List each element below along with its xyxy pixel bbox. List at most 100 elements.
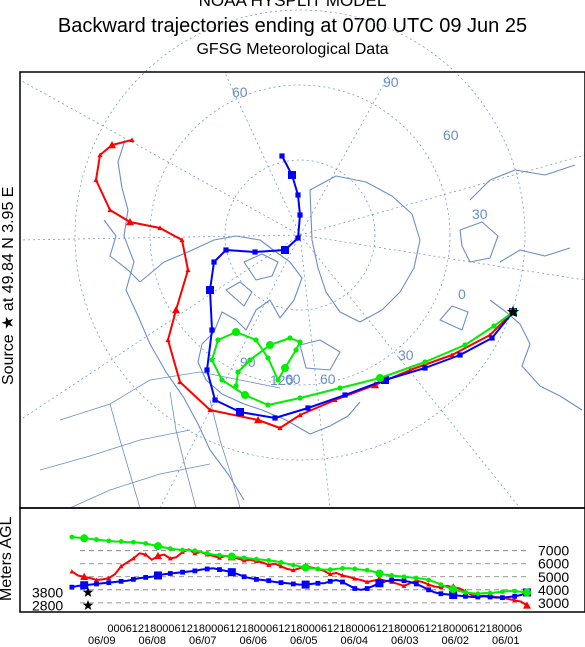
trajectory-point <box>305 405 311 411</box>
height-point <box>449 585 458 594</box>
height-point <box>69 584 75 590</box>
x-hour-label: 12 <box>473 623 485 635</box>
height-point <box>167 546 173 552</box>
height-point <box>315 580 321 586</box>
source-star-icon <box>506 305 520 318</box>
trajectory-point <box>253 337 259 343</box>
height-point <box>217 567 222 572</box>
trajectory-point <box>297 339 303 345</box>
start-height-label: 3800 <box>32 584 63 600</box>
height-point <box>290 581 296 587</box>
height-point <box>487 590 493 596</box>
height-point <box>413 581 419 587</box>
graticule-label: 60 <box>285 371 301 387</box>
x-hour-label: 12 <box>278 623 290 635</box>
trajectory-point <box>342 392 348 398</box>
graticule-label: 90 <box>383 74 399 90</box>
height-point <box>340 579 345 585</box>
x-date-label: 06/05 <box>290 635 318 647</box>
x-hour-label: 06 <box>461 623 473 635</box>
height-point <box>512 588 518 594</box>
height-point <box>301 580 310 589</box>
trajectory-point <box>207 407 213 413</box>
height-point <box>278 563 284 569</box>
trajectory-point <box>287 335 293 341</box>
trajectory-point <box>241 391 249 399</box>
height-point <box>278 580 284 586</box>
x-date-label: 06/02 <box>442 635 470 647</box>
graticule-label: 0 <box>458 286 466 302</box>
model-name: NOAA HYSPLIT MODEL <box>198 0 387 10</box>
trajectory-line <box>211 311 514 406</box>
height-point <box>340 565 345 571</box>
x-hour-label: 00 <box>156 623 168 635</box>
height-point <box>143 552 149 557</box>
height-point <box>475 591 481 597</box>
height-point <box>241 555 247 561</box>
x-hour-label: 06 <box>510 623 522 635</box>
y-tick-label: 5000 <box>538 569 569 585</box>
x-hour-label: 06 <box>364 623 376 635</box>
x-hour-label: 00 <box>205 623 217 635</box>
trajectory-point <box>223 247 229 253</box>
x-hour-label: 06 <box>315 623 327 635</box>
graticule-label: 60 <box>320 371 336 387</box>
trajectory-point <box>272 415 278 421</box>
height-point <box>69 569 75 574</box>
height-point <box>154 542 162 551</box>
trajectory-point <box>279 153 285 159</box>
x-hour-label: 12 <box>132 623 144 635</box>
height-point <box>154 571 162 580</box>
trajectory-point <box>211 259 217 265</box>
x-hour-label: 00 <box>303 623 315 635</box>
trajectory-point <box>212 397 218 403</box>
x-date-label: 06/08 <box>139 635 167 647</box>
coastlines <box>103 139 583 501</box>
start-height-label: 2800 <box>32 597 63 613</box>
trajectory-point <box>97 152 103 158</box>
trajectory-point <box>157 225 163 231</box>
height-point <box>375 579 384 588</box>
trajectory-point <box>407 367 413 373</box>
height-point <box>94 537 99 542</box>
height-point <box>192 548 198 554</box>
height-point <box>69 534 75 540</box>
trajectory-point <box>209 327 215 333</box>
graticule-label: 30 <box>398 347 414 363</box>
trajectory-point <box>332 397 338 403</box>
height-point <box>512 593 518 599</box>
height-point <box>389 577 395 583</box>
trajectory-point <box>165 337 171 343</box>
trajectory-point <box>489 335 495 341</box>
trajectory-point <box>129 137 135 143</box>
height-point <box>413 575 419 581</box>
trajectory-point <box>254 416 262 424</box>
trajectory-line <box>206 155 514 419</box>
height-point <box>106 575 112 580</box>
y-tick-label: 3000 <box>538 595 569 611</box>
graticule-label: 30 <box>472 206 488 222</box>
height-point <box>118 563 124 569</box>
chart-subtitle: GFSG Meteorological Data <box>196 41 389 58</box>
height-point <box>327 578 333 584</box>
graticule-labels: 60 90 60 30 0 30 60 90 120 60 <box>232 74 488 388</box>
x-date-label: 06/03 <box>391 635 419 647</box>
height-point <box>94 577 99 582</box>
chart-title: Backward trajectories ending at 0700 UTC… <box>57 15 528 37</box>
trajectory-point <box>422 365 428 371</box>
x-hour-label: 00 <box>498 623 510 635</box>
trajectory-point <box>491 323 497 329</box>
trajectory-point <box>337 385 343 391</box>
map-frame <box>19 71 585 509</box>
trajectory-point <box>293 347 299 353</box>
x-hour-label: 00 <box>351 623 363 635</box>
height-point <box>241 574 247 580</box>
trajectory-point <box>288 171 296 179</box>
x-hour-label: 12 <box>425 623 437 635</box>
height-point <box>401 574 407 580</box>
trajectory-point <box>265 355 271 361</box>
height-point <box>254 556 259 562</box>
height-point <box>523 601 531 609</box>
trajectory-point <box>236 408 244 416</box>
x-hour-label: 06 <box>217 623 229 635</box>
